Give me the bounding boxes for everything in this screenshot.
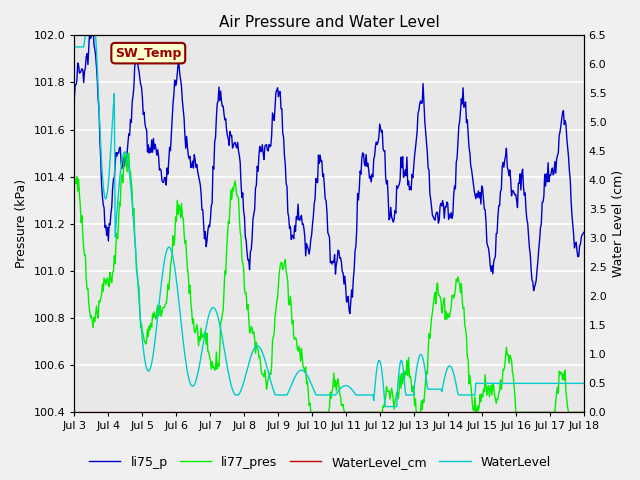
WaterLevel [382, 404, 390, 409]
WaterLevel_cm [202, 409, 209, 415]
li75_p [89, 21, 97, 26]
WaterLevel_cm [411, 409, 419, 415]
WaterLevel_cm [70, 409, 78, 415]
WaterLevel [580, 381, 588, 386]
WaterLevel [302, 370, 310, 376]
Text: SW_Temp: SW_Temp [115, 47, 182, 60]
WaterLevel [412, 369, 420, 374]
li75_p [580, 229, 588, 235]
Line: WaterLevel: WaterLevel [74, 36, 584, 407]
WaterLevel_cm [580, 409, 588, 415]
li77_pres [412, 409, 420, 415]
Legend: li75_p, li77_pres, WaterLevel_cm, WaterLevel: li75_p, li77_pres, WaterLevel_cm, WaterL… [84, 451, 556, 474]
WaterLevel_cm [454, 409, 462, 415]
li75_p [70, 95, 78, 101]
li77_pres [307, 409, 315, 415]
li75_p [412, 137, 420, 143]
WaterLevel [161, 253, 169, 259]
WaterLevel [70, 44, 78, 50]
li77_pres [202, 342, 210, 348]
WaterLevel [372, 378, 380, 384]
li77_pres [121, 150, 129, 156]
Title: Air Pressure and Water Level: Air Pressure and Water Level [219, 15, 440, 30]
li77_pres [161, 301, 169, 307]
WaterLevel [456, 392, 463, 398]
li77_pres [372, 409, 380, 415]
WaterLevel_cm [371, 409, 378, 415]
li75_p [456, 119, 463, 124]
Y-axis label: Water Level (cm): Water Level (cm) [612, 170, 625, 277]
li77_pres [580, 409, 588, 415]
li75_p [202, 244, 210, 250]
WaterLevel_cm [161, 409, 168, 415]
Y-axis label: Pressure (kPa): Pressure (kPa) [15, 180, 28, 268]
Line: li77_pres: li77_pres [74, 153, 584, 412]
li75_p [372, 139, 380, 145]
li75_p [346, 311, 354, 316]
li77_pres [70, 173, 78, 179]
li75_p [302, 253, 310, 259]
WaterLevel [81, 33, 89, 38]
Line: li75_p: li75_p [74, 24, 584, 313]
WaterLevel_cm [301, 409, 308, 415]
WaterLevel [202, 324, 210, 330]
li77_pres [302, 364, 310, 370]
li77_pres [456, 282, 463, 288]
li75_p [161, 175, 169, 181]
